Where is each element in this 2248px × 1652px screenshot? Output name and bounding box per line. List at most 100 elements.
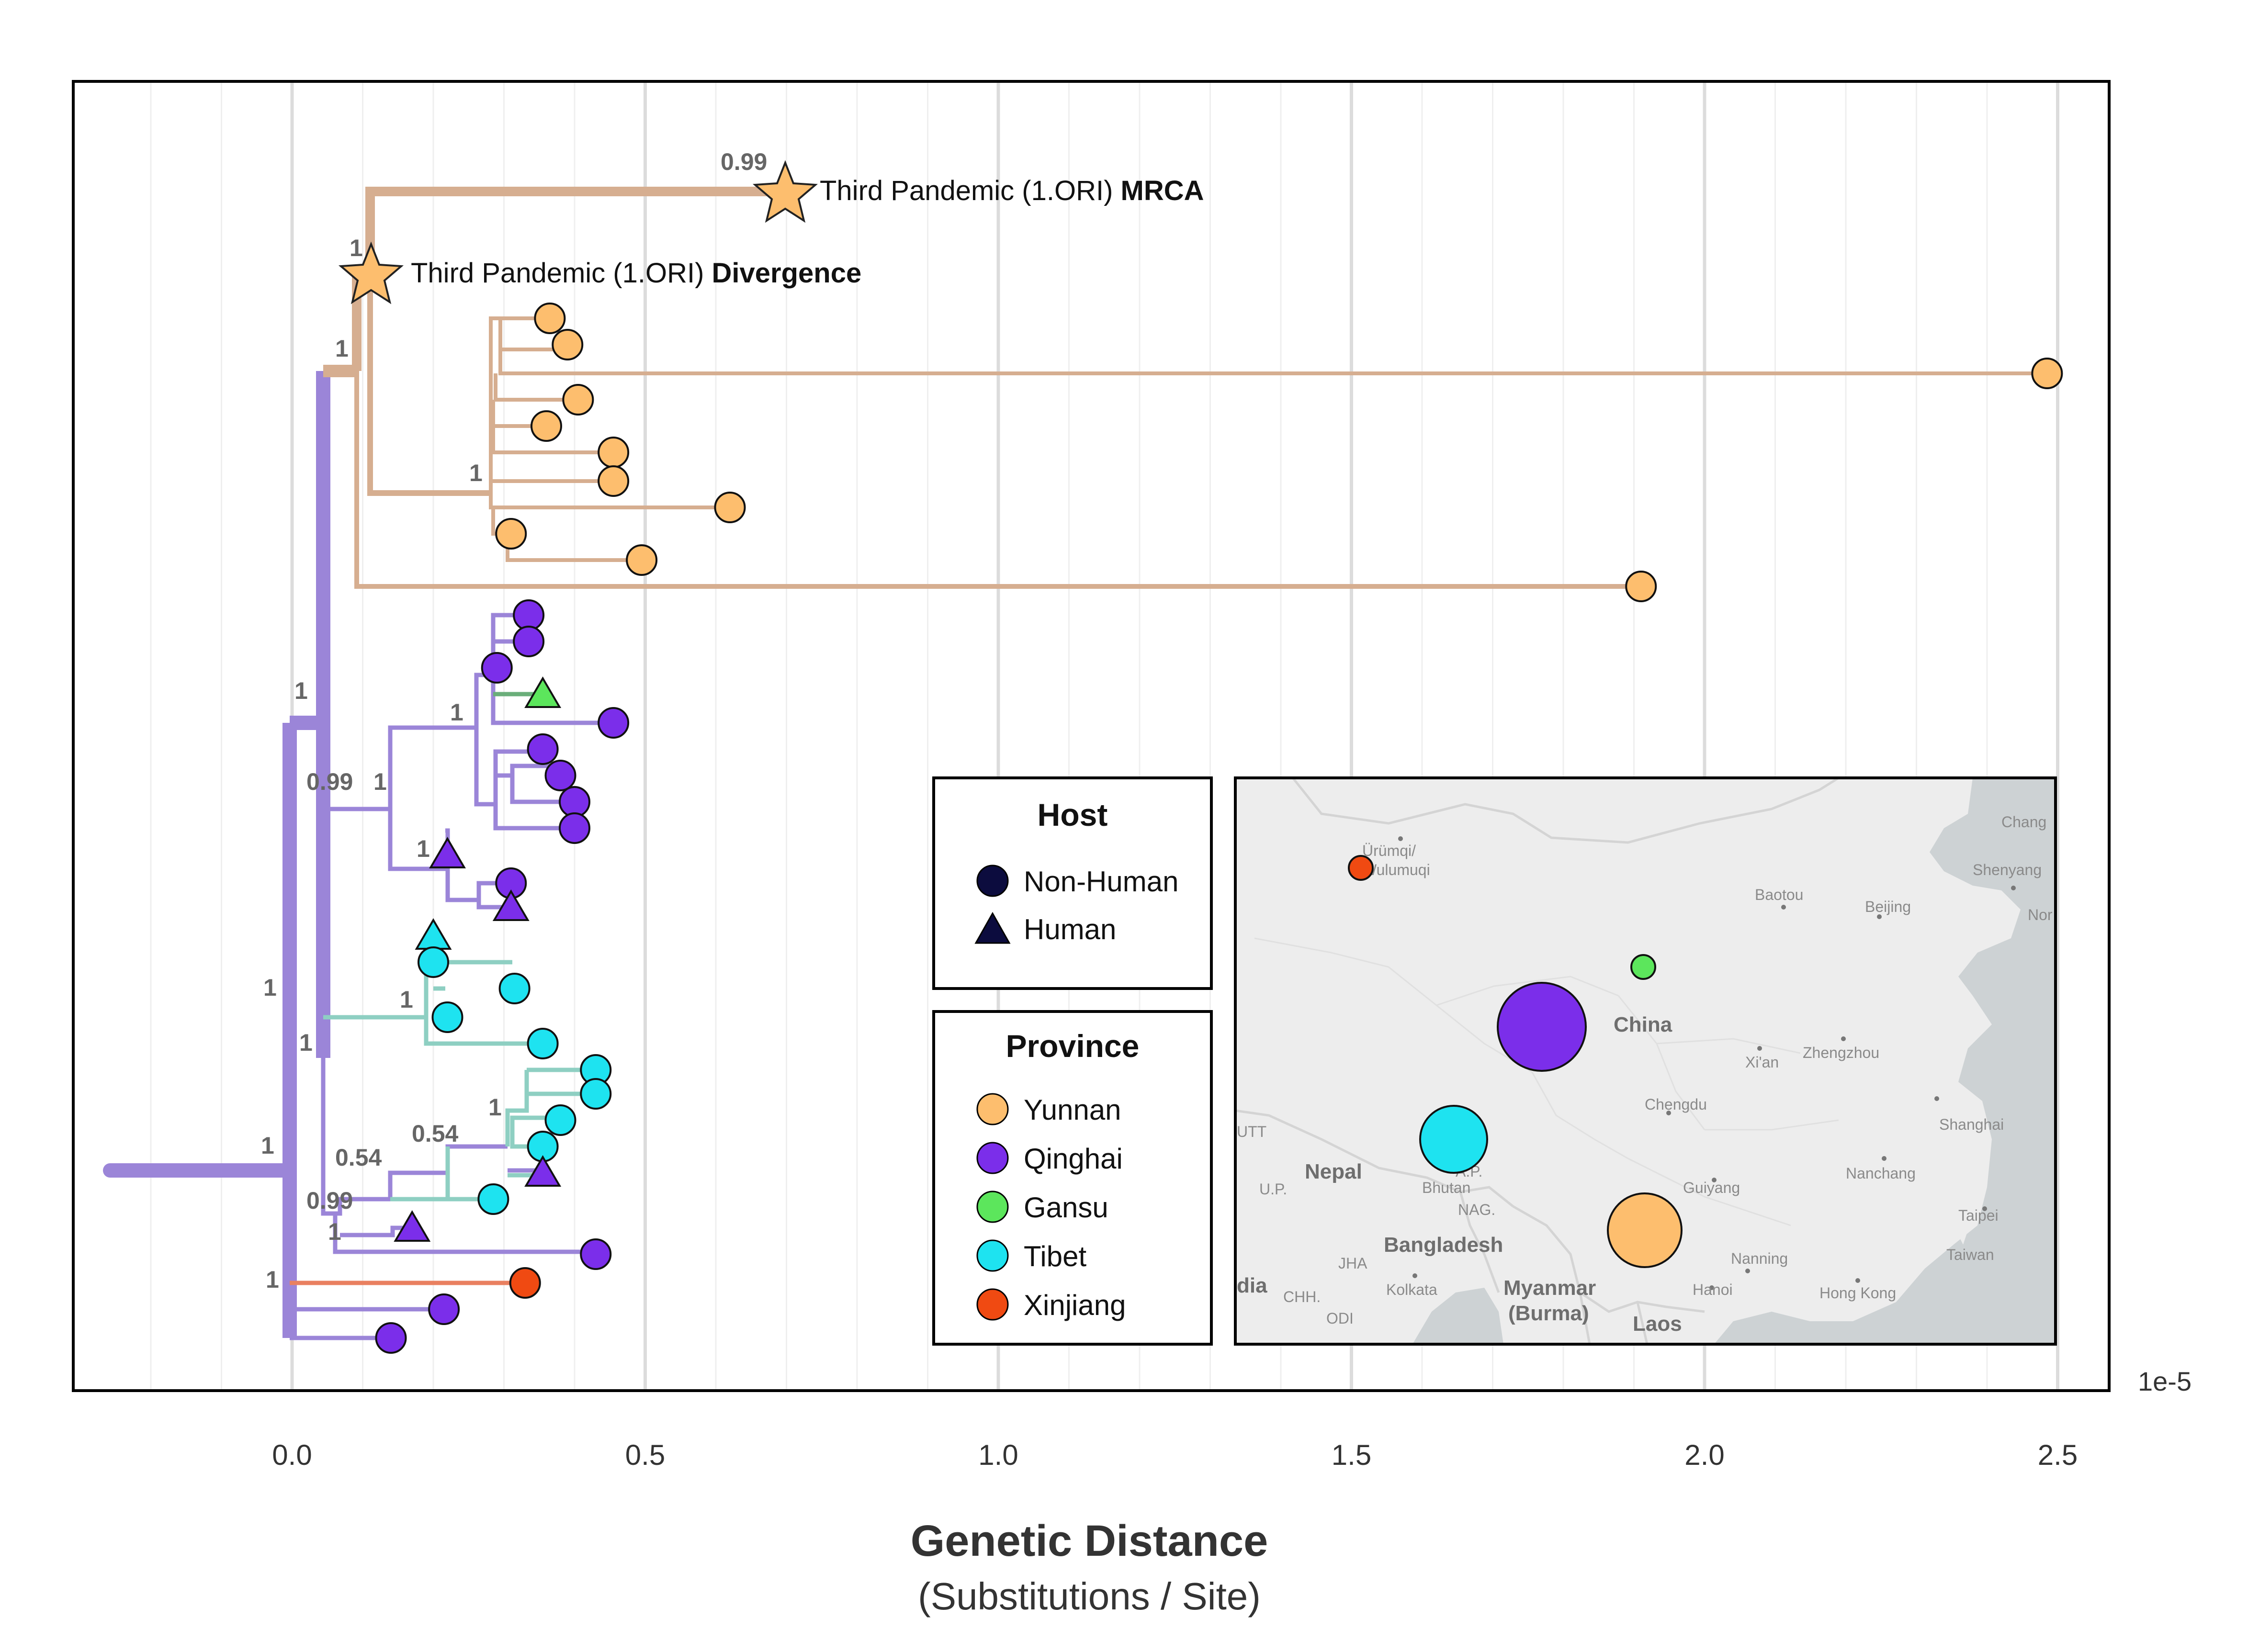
support-label: 1 — [261, 1132, 274, 1159]
support-label: 1 — [488, 1094, 502, 1121]
annotation-mrca: Third Pandemic (1.ORI) MRCA — [820, 175, 1204, 206]
legend-province-item: Xinjiang — [1024, 1289, 1126, 1321]
map-label-shenyang: Shenyang — [1973, 861, 2042, 878]
map-label-beijing: Beijing — [1865, 898, 1911, 915]
support-label: 1 — [328, 1218, 341, 1245]
legend-province-item: Tibet — [1024, 1240, 1086, 1272]
legend-host: Host Non-Human Human — [932, 776, 1213, 990]
map-bubble-xinjiang — [1348, 855, 1374, 881]
tip-tibet-nonhuman — [527, 1028, 559, 1059]
map-label-laos: Laos — [1633, 1312, 1682, 1336]
branch-qinghai-a — [323, 613, 610, 910]
plot-frame — [72, 80, 2111, 1392]
map-label-guiyang: Guiyang — [1683, 1179, 1740, 1196]
tip-tibet-human — [415, 918, 452, 950]
legend-host-item: Non-Human — [1024, 865, 1178, 898]
map-label-bangladesh: Bangladesh — [1384, 1233, 1503, 1257]
legend-swatch-tibet — [976, 1239, 1009, 1272]
map-label-utt: UTT — [1237, 1123, 1266, 1140]
axis-unit-label: 1e-5 — [2138, 1366, 2192, 1396]
tip-qinghai-nonhuman — [559, 812, 590, 844]
annotation-divergence: Third Pandemic (1.ORI) Divergence — [411, 258, 861, 289]
x-tick-label: 1.5 — [1332, 1439, 1371, 1471]
support-label: 1 — [417, 835, 430, 862]
support-label: 1 — [335, 335, 349, 362]
map-city-dots — [1398, 836, 2016, 1290]
map-label-burma: (Burma) — [1508, 1302, 1589, 1325]
x-axis-subtitle: (Substitutions / Site) — [918, 1575, 1261, 1618]
legend-swatch-gansu — [976, 1191, 1009, 1223]
tip-qinghai-nonhuman — [527, 733, 559, 765]
legend-province-item: Qinghai — [1024, 1143, 1123, 1175]
annotation-stars — [338, 160, 818, 304]
support-label: 1 — [469, 460, 483, 486]
legend-host-item: Human — [1024, 913, 1116, 945]
tree-tips — [375, 303, 2063, 1354]
tip-qinghai-human — [492, 889, 530, 921]
tip-qinghai-nonhuman — [580, 1238, 612, 1270]
x-tick-label: 0.5 — [625, 1439, 665, 1471]
tip-qinghai-nonhuman — [513, 626, 545, 657]
map-bay-of-bengal — [1412, 1288, 1503, 1344]
tip-yunnan-nonhuman — [562, 384, 594, 416]
map-border — [1235, 778, 1840, 1344]
tip-qinghai-nonhuman — [481, 652, 513, 684]
tip-qinghai-nonhuman — [513, 599, 545, 631]
support-label: 1 — [450, 699, 463, 726]
support-values: 0.99 1 1 1 1 0.99 1 1 1 1 1 1 0.54 0.54 … — [261, 148, 767, 1293]
legend-province-title: Province — [1006, 1028, 1140, 1064]
map-label-urumqi: Ürümqi/ — [1362, 842, 1416, 859]
tip-tibet-nonhuman — [580, 1078, 612, 1110]
x-tick-label: 0.0 — [272, 1439, 312, 1471]
support-label: 1 — [400, 986, 413, 1013]
map-label-myanmar: Myanmar — [1503, 1276, 1596, 1300]
map-label-chengdu: Chengdu — [1645, 1096, 1707, 1113]
tip-xinjiang-nonhuman — [509, 1267, 541, 1299]
tip-yunnan-nonhuman — [598, 465, 630, 497]
x-axis-title: Genetic Distance — [911, 1517, 1268, 1565]
map-label-odi: ODI — [1326, 1310, 1354, 1327]
map-label-taiwan: Taiwan — [1946, 1246, 1994, 1263]
tip-tibet-nonhuman — [431, 1001, 463, 1033]
tip-qinghai-nonhuman — [428, 1293, 460, 1325]
tip-tibet-nonhuman — [477, 1183, 509, 1215]
map-label-china: China — [1614, 1013, 1672, 1036]
map-label-chh: CHH. — [1283, 1288, 1321, 1305]
map-bubble-tibet — [1419, 1105, 1488, 1174]
support-label: 1 — [350, 235, 363, 261]
tip-gansu-human — [524, 676, 562, 708]
support-label: 1 — [299, 1029, 313, 1056]
map-frame — [1234, 776, 2057, 1346]
map-label-nanchang: Nanchang — [1846, 1165, 1916, 1182]
map-bubble-yunnan — [1607, 1192, 1683, 1268]
support-label: 1 — [263, 974, 277, 1001]
map-bubble-qinghai — [1497, 982, 1587, 1072]
branch-base-purple — [290, 1307, 441, 1340]
legend-circle-icon — [976, 865, 1009, 897]
tip-yunnan-nonhuman — [714, 492, 746, 523]
branch-yunnan-ladder — [489, 316, 2045, 562]
support-label: 1 — [373, 768, 387, 795]
tip-yunnan-nonhuman — [495, 518, 527, 550]
tip-tibet-nonhuman — [498, 973, 531, 1004]
legend-swatch-xinjiang — [976, 1288, 1009, 1321]
map-sea-south — [1714, 1312, 1853, 1344]
map-sea — [1853, 778, 2056, 1344]
tip-qinghai-nonhuman — [544, 760, 576, 791]
tip-yunnan-nonhuman — [1625, 571, 1657, 602]
tip-yunnan-nonhuman — [626, 544, 658, 576]
x-tick-label: 2.5 — [2038, 1439, 2078, 1471]
x-tick-label: 2.0 — [1684, 1439, 1724, 1471]
tip-tibet-nonhuman — [418, 946, 449, 978]
tip-tibet-nonhuman — [544, 1104, 576, 1136]
tip-yunnan-nonhuman — [531, 410, 562, 442]
star-divergence — [338, 241, 404, 304]
support-label: 0.54 — [412, 1120, 459, 1147]
map-label-shanghai: Shanghai — [1939, 1116, 2004, 1133]
legend-swatch-qinghai — [976, 1142, 1009, 1174]
x-axis: 0.0 0.5 1.0 1.5 2.0 2.5 — [272, 1439, 2078, 1471]
support-label: 0.99 — [306, 1187, 353, 1214]
map-label-jha: JHA — [1338, 1255, 1367, 1272]
x-tick-label: 1.0 — [978, 1439, 1018, 1471]
